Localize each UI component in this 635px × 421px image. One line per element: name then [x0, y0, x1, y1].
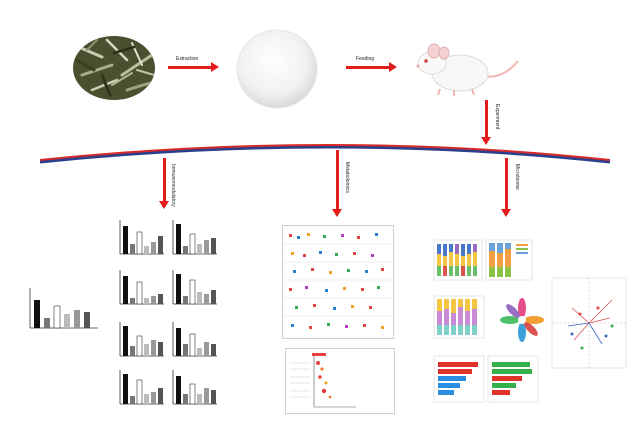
microbiome-figures	[430, 238, 630, 416]
metabolomics-arrow	[336, 150, 339, 210]
experiment-arrow-head	[481, 137, 491, 145]
immunomodulatory-bar-charts	[20, 210, 220, 415]
feeding-label: Feeding	[356, 56, 375, 62]
microbiome-arrow	[505, 158, 508, 210]
immunomodulatory-label: Immunomodulatory	[170, 164, 176, 207]
feeding-arrow-head	[389, 62, 397, 72]
extraction-arrow	[168, 66, 212, 69]
powder-image	[234, 25, 320, 111]
metabolomics-enrichment-panel	[285, 348, 395, 414]
extraction-label: Extraction	[176, 56, 199, 62]
timeline-curve	[0, 140, 635, 170]
metabolomics-arrow-head	[332, 209, 342, 217]
experiment-arrow	[485, 100, 488, 138]
experiment-label: Experiment	[494, 104, 500, 130]
metabolomics-label: Metabolomics	[344, 162, 350, 193]
immunomodulatory-arrow-head	[159, 201, 169, 209]
microbiome-arrow-head	[501, 209, 511, 217]
herb-image	[72, 35, 156, 101]
mouse-image	[410, 35, 520, 97]
extraction-arrow-head	[211, 62, 219, 72]
immunomodulatory-arrow	[163, 158, 166, 202]
feeding-arrow	[346, 66, 390, 69]
metabolomics-scatter-panel	[282, 225, 394, 339]
microbiome-label: Microbiome	[514, 164, 520, 190]
